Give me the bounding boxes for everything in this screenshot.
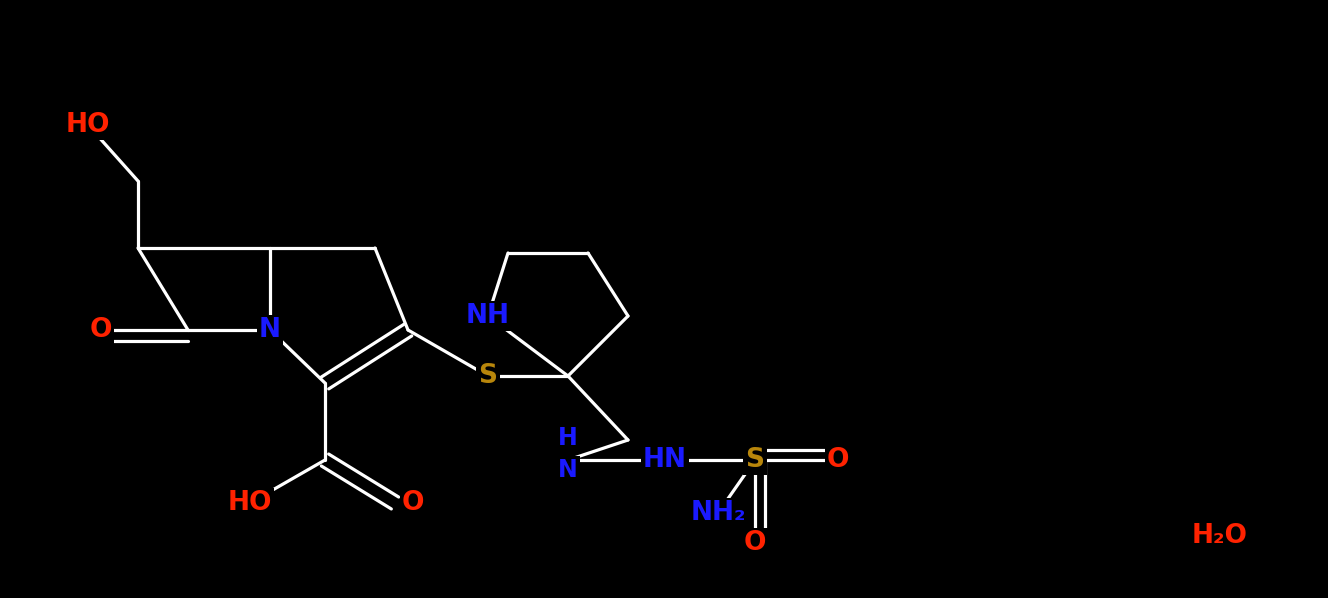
Text: NH₂: NH₂ [691,500,746,526]
Text: S: S [745,447,765,473]
Text: H: H [558,426,578,450]
Text: O: O [827,447,849,473]
Text: NH: NH [466,303,510,329]
Text: HN: HN [643,447,687,473]
Text: N: N [259,317,282,343]
Text: HO: HO [227,490,272,516]
Text: HO: HO [66,112,110,138]
Text: O: O [744,530,766,556]
Text: H₂O: H₂O [1193,523,1248,549]
Text: O: O [402,490,424,516]
Text: O: O [90,317,113,343]
Text: S: S [478,363,498,389]
Text: N: N [558,458,578,482]
